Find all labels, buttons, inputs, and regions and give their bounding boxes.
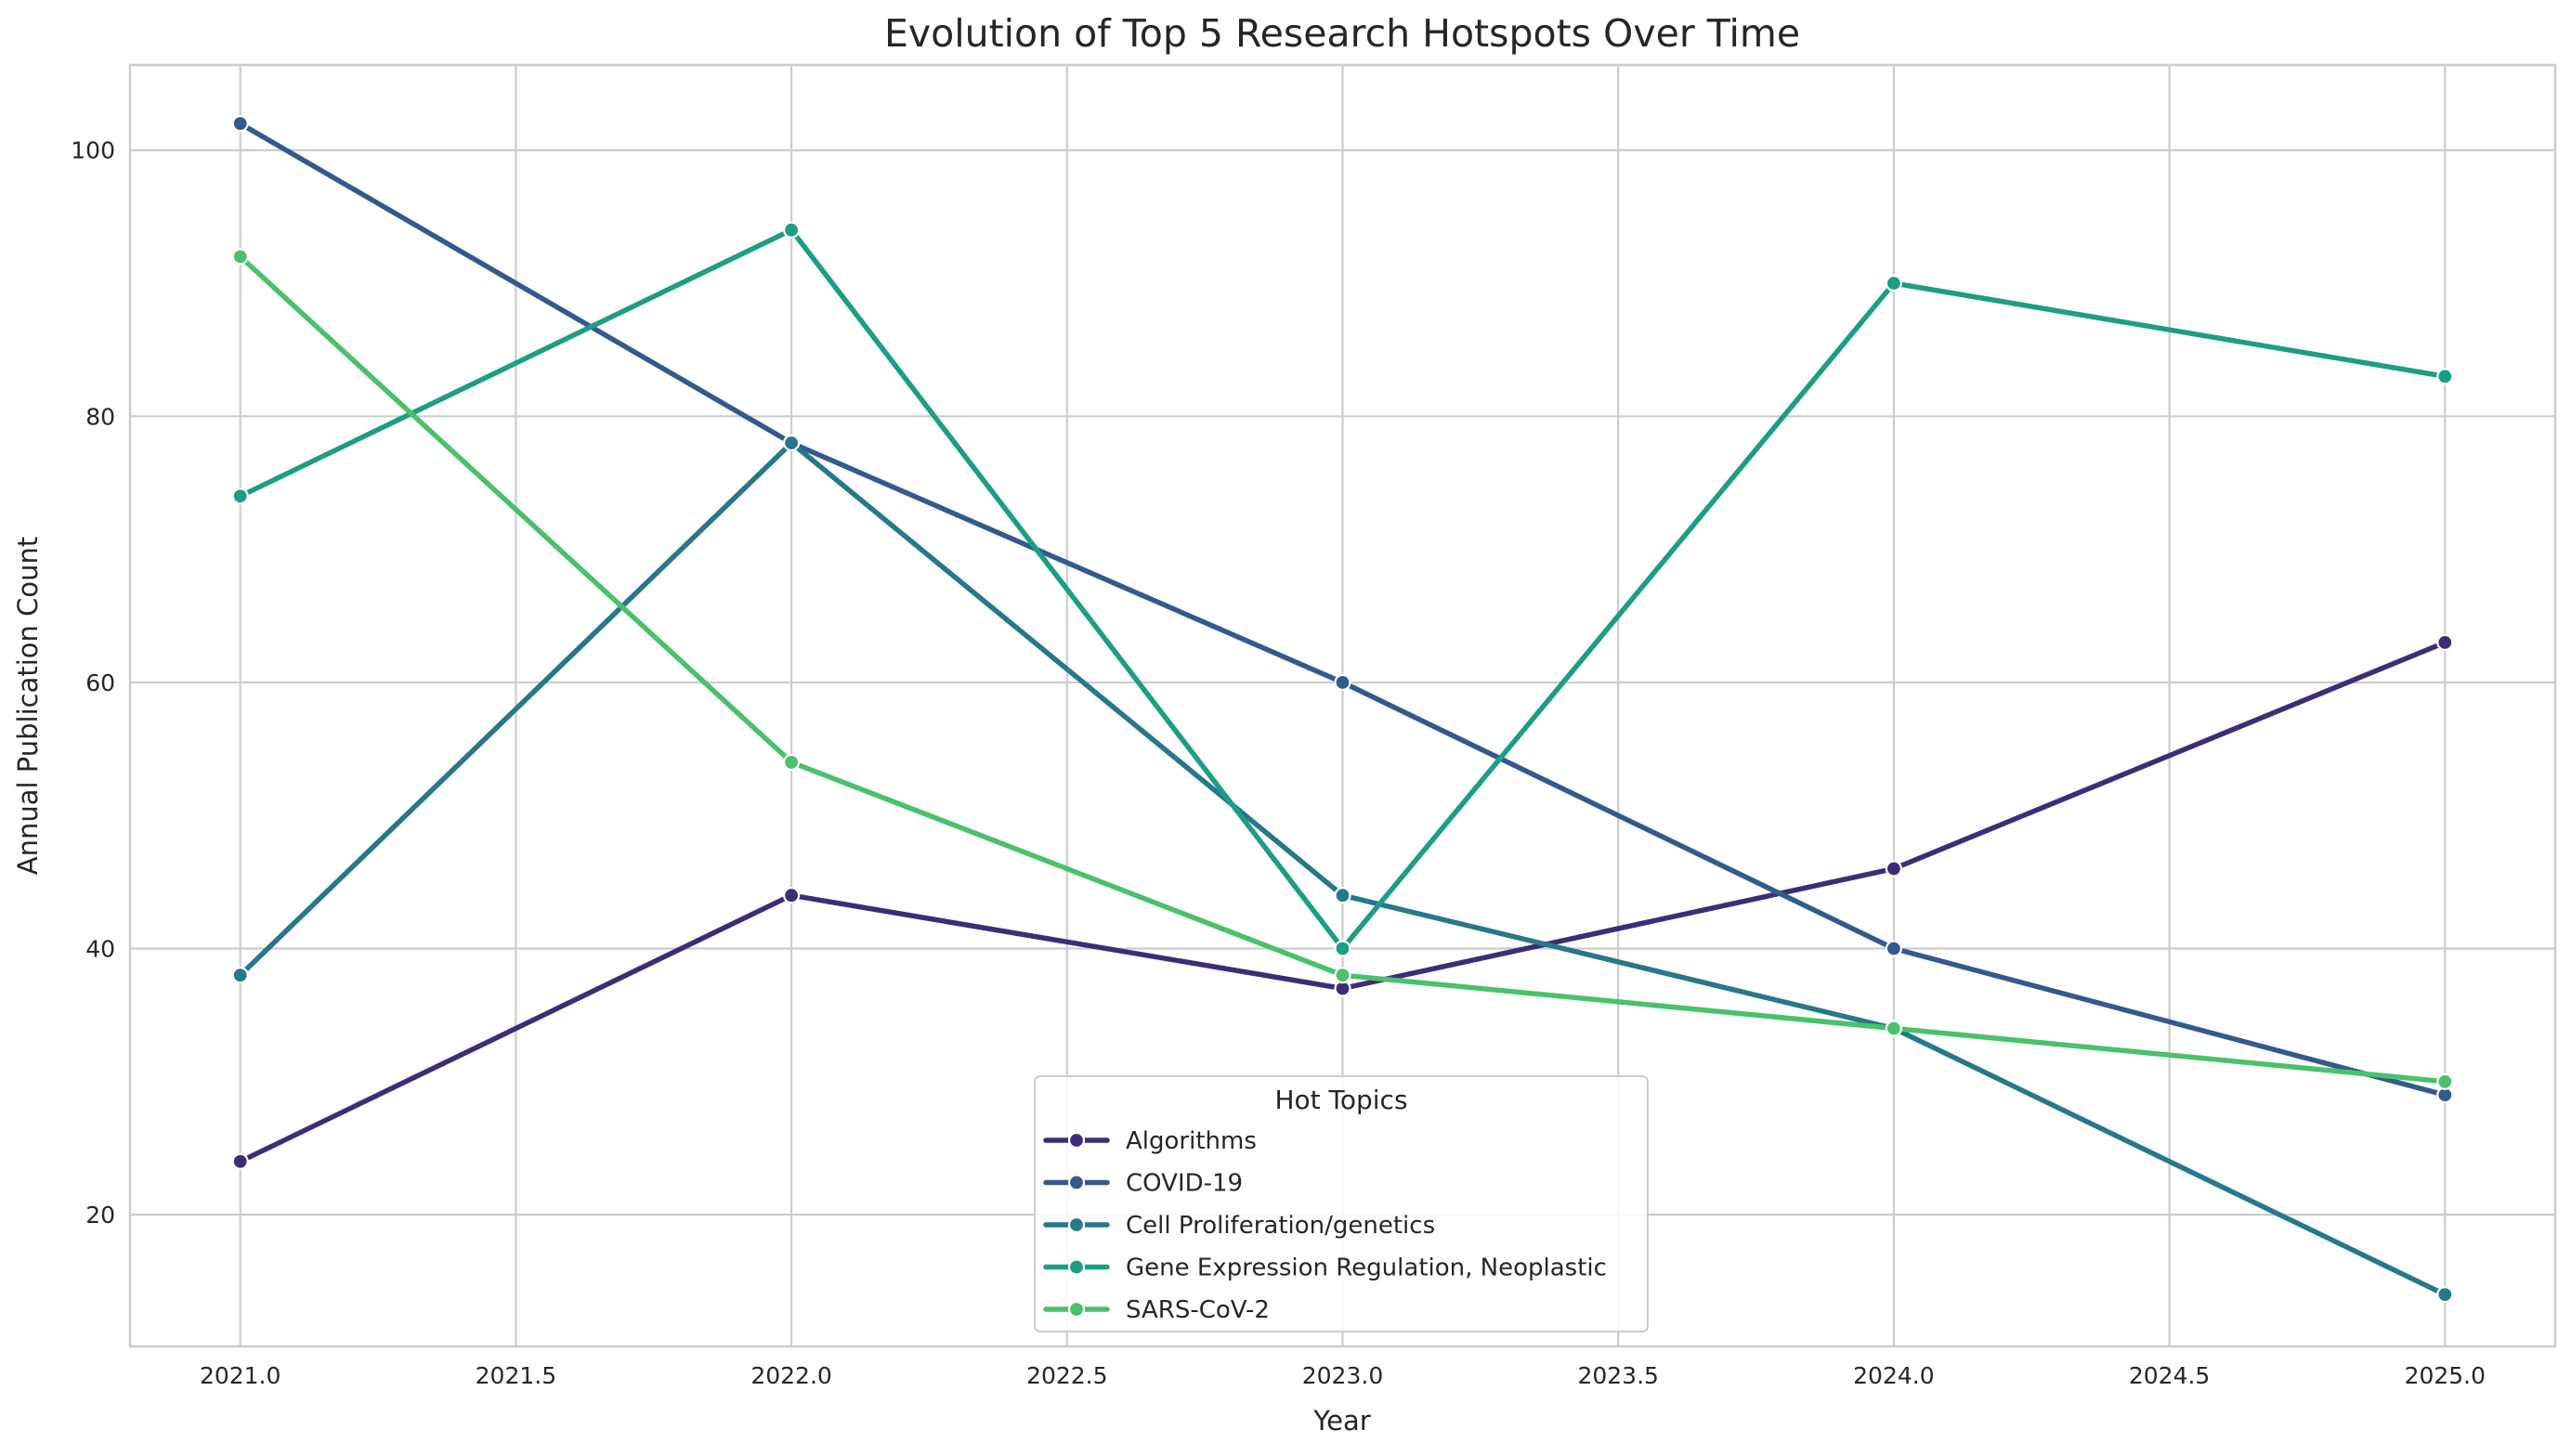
- plot-frame: [128, 63, 2557, 1348]
- legend-label: COVID-19: [1126, 1170, 1243, 1198]
- x-tick-label: 2021.0: [200, 1362, 281, 1389]
- legend-label: Gene Expression Regulation, Neoplastic: [1126, 1254, 1607, 1282]
- x-tick-label: 2022.0: [750, 1362, 831, 1389]
- y-tick-label: 100: [71, 137, 115, 164]
- legend-title: Hot Topics: [1274, 1085, 1407, 1115]
- grid-lines: [130, 65, 2555, 1346]
- data-point: [231, 488, 249, 505]
- data-point: [1885, 274, 1903, 292]
- legend-entries: Algorithms COVID-19 Cell Proliferation/gen…: [1043, 1127, 1607, 1324]
- legend-marker-swatch: [1067, 1174, 1086, 1191]
- data-point: [231, 114, 249, 133]
- x-tick-label: 2024.0: [1853, 1362, 1934, 1389]
- data-point: [1334, 673, 1351, 692]
- legend: Hot Topics Algorithms COVID-19 Cell Prolif…: [1034, 1075, 1649, 1332]
- data-point: [231, 248, 249, 266]
- x-axis-label: Year: [1312, 1405, 1370, 1436]
- data-point: [782, 753, 801, 772]
- legend-marker-swatch: [1067, 1216, 1086, 1234]
- legend-entry: COVID-19: [1043, 1170, 1243, 1198]
- data-point: [1885, 860, 1903, 878]
- x-tick-label: 2021.5: [476, 1362, 556, 1389]
- x-tick-label: 2024.5: [2129, 1362, 2210, 1389]
- chart-title: Evolution of Top 5 Research Hotspots Ove…: [884, 11, 1800, 56]
- legend-frame: [1034, 1075, 1649, 1332]
- series-lines: [231, 114, 2454, 1304]
- data-point: [2436, 368, 2454, 385]
- y-tick-label: 40: [85, 936, 115, 963]
- data-point: [782, 434, 801, 452]
- x-tick-label: 2025.0: [2405, 1362, 2486, 1389]
- legend-marker-swatch: [1067, 1131, 1086, 1150]
- legend-marker-swatch: [1067, 1300, 1086, 1319]
- data-point: [2436, 633, 2454, 652]
- legend-entry: Gene Expression Regulation, Neoplastic: [1043, 1254, 1607, 1282]
- y-tick-label: 60: [85, 670, 115, 696]
- legend-marker-swatch: [1067, 1258, 1086, 1276]
- series-5: [231, 248, 2454, 1090]
- data-point: [231, 967, 249, 984]
- x-tick-label: 2022.5: [1026, 1362, 1107, 1389]
- series-1: [231, 633, 2454, 1170]
- legend-entry: SARS-CoV-2: [1043, 1296, 1270, 1324]
- legend-label: Algorithms: [1126, 1127, 1257, 1155]
- data-point: [1334, 940, 1351, 957]
- data-point: [231, 1152, 249, 1170]
- legend-label: SARS-CoV-2: [1126, 1296, 1270, 1324]
- x-tick-label: 2023.5: [1577, 1362, 1658, 1389]
- legend-entry: Algorithms: [1043, 1127, 1257, 1155]
- legend-entry: Cell Proliferation/genetics: [1043, 1212, 1435, 1240]
- data-point: [1334, 967, 1351, 984]
- y-tick-label: 80: [85, 403, 115, 430]
- y-tick-labels: 20 40 60 80 100: [71, 137, 115, 1228]
- data-point: [2436, 1286, 2454, 1304]
- y-axis-label: Annual Publication Count: [12, 537, 44, 876]
- data-point: [2436, 1072, 2454, 1090]
- x-tick-labels: 2021.0 2021.5 2022.0 2022.5 2023.0 2023.5 2024…: [200, 1362, 2486, 1389]
- data-point: [782, 887, 801, 904]
- series-2: [231, 114, 2454, 1104]
- y-tick-label: 20: [85, 1202, 115, 1228]
- data-point: [1885, 940, 1903, 957]
- data-point: [1885, 1020, 1903, 1037]
- data-point: [1334, 887, 1351, 904]
- series-4: [231, 221, 2454, 957]
- legend-label: Cell Proliferation/genetics: [1126, 1212, 1435, 1240]
- data-point: [782, 221, 801, 239]
- x-tick-label: 2023.0: [1302, 1362, 1383, 1389]
